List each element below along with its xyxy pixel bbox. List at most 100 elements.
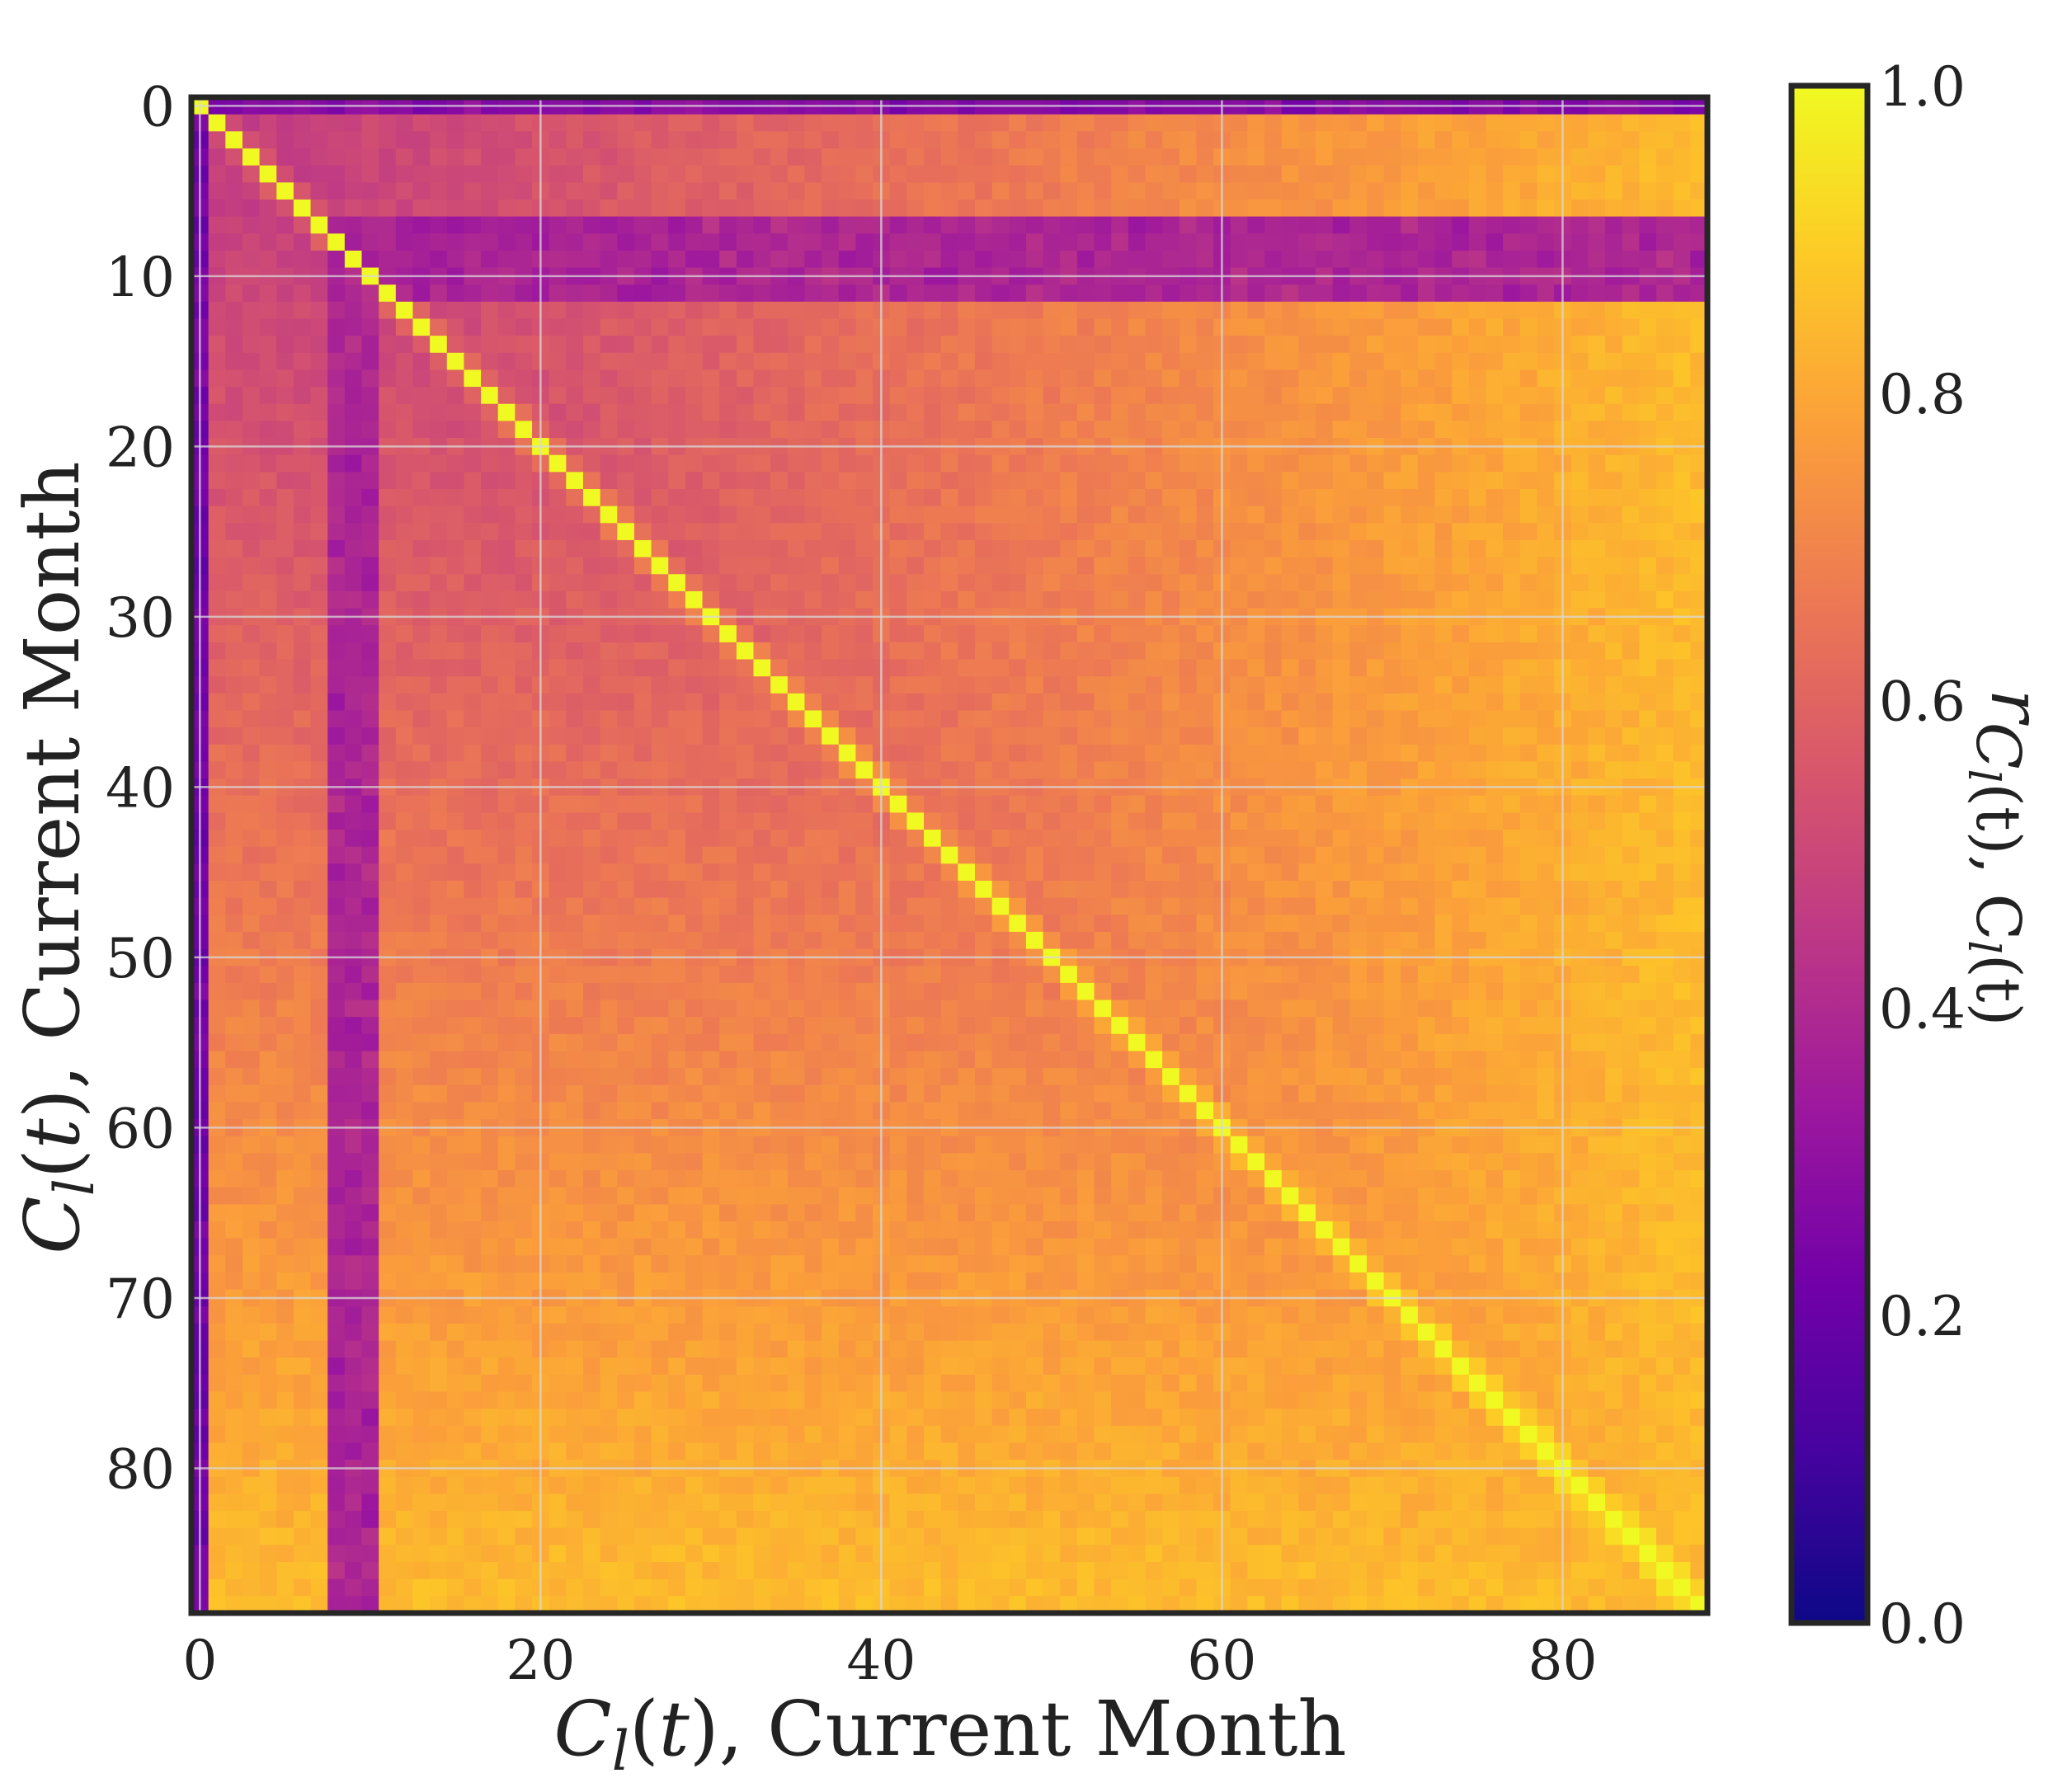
heatmap-cell <box>702 403 720 421</box>
heatmap-cell <box>1043 387 1061 405</box>
heatmap-cell <box>497 693 516 712</box>
heatmap-cell <box>1162 676 1180 694</box>
heatmap-cell <box>582 557 601 575</box>
heatmap-cell <box>1332 557 1350 575</box>
heatmap-cell <box>1401 642 1419 661</box>
heatmap-cell <box>1009 131 1027 149</box>
heatmap-cell <box>855 318 873 336</box>
heatmap-cell <box>464 812 482 830</box>
heatmap-cell <box>991 165 1010 183</box>
heatmap-cell <box>481 693 499 712</box>
heatmap-cell <box>1264 488 1283 507</box>
heatmap-cell <box>1468 846 1487 864</box>
heatmap-cell <box>1179 472 1198 490</box>
heatmap-cell <box>838 182 857 200</box>
heatmap-cell <box>1486 318 1504 336</box>
heatmap-cell <box>582 744 601 763</box>
heatmap-cell <box>464 352 482 371</box>
heatmap-cell <box>822 506 840 524</box>
heatmap-cell <box>481 557 499 575</box>
heatmap-cell <box>958 846 976 864</box>
heatmap-cell <box>1383 1017 1401 1035</box>
heatmap-cell <box>1128 199 1147 218</box>
heatmap-cell <box>1537 387 1555 405</box>
heatmap-cell <box>497 574 516 592</box>
heatmap-cell <box>822 982 840 1001</box>
heatmap-cell <box>1076 114 1095 132</box>
heatmap-cell <box>310 744 328 763</box>
heatmap-cell <box>702 557 720 575</box>
heatmap-cell <box>1298 999 1316 1018</box>
heatmap-cell <box>1332 182 1350 200</box>
heatmap-cell <box>770 318 789 336</box>
heatmap-cell <box>515 454 533 473</box>
heatmap-cell <box>1230 642 1248 661</box>
heatmap-cell <box>430 454 448 473</box>
heatmap-cell <box>822 421 840 439</box>
heatmap-cell <box>1588 830 1606 848</box>
heatmap-cell <box>685 114 704 132</box>
heatmap-cell <box>838 148 857 167</box>
heatmap-cell <box>787 659 806 677</box>
heatmap-cell <box>1401 148 1419 167</box>
heatmap-cell <box>208 148 226 167</box>
heatmap-cell <box>736 523 755 541</box>
heatmap-cell <box>430 915 448 933</box>
heatmap-cell <box>1179 897 1198 915</box>
heatmap-cell <box>822 659 840 677</box>
heatmap-cell <box>515 387 533 405</box>
heatmap-cell <box>1503 131 1521 149</box>
heatmap-cell <box>327 590 346 609</box>
heatmap-cell <box>208 897 226 915</box>
heatmap-cell <box>1281 318 1299 336</box>
heatmap-cell <box>464 233 482 252</box>
heatmap-cell <box>924 590 942 609</box>
heatmap-cell <box>685 148 704 167</box>
heatmap-cell <box>1383 966 1401 984</box>
heatmap-cell <box>549 1033 567 1052</box>
heatmap-cell <box>1468 761 1487 779</box>
heatmap-cell <box>1639 369 1657 388</box>
heatmap-cell <box>344 915 363 933</box>
heatmap-cell <box>1486 982 1504 1001</box>
heatmap-cell <box>1332 966 1350 984</box>
heatmap-cell <box>1247 352 1265 371</box>
heatmap-cell <box>1349 863 1368 882</box>
heatmap-cell <box>855 506 873 524</box>
heatmap-cell <box>1196 285 1214 303</box>
heatmap-cell <box>1519 403 1538 421</box>
heatmap-cell <box>924 846 942 864</box>
heatmap-cell <box>327 966 346 984</box>
heatmap-cell <box>1281 403 1299 421</box>
heatmap-cell <box>1332 1017 1350 1035</box>
heatmap-cell <box>582 897 601 915</box>
heatmap-cell <box>1656 966 1674 984</box>
heatmap-cell <box>1570 165 1589 183</box>
heatmap-cell <box>1570 999 1589 1018</box>
heatmap-cell <box>1570 318 1589 336</box>
heatmap-cell <box>582 387 601 405</box>
heatmap-cell <box>259 1033 277 1052</box>
heatmap-cell <box>327 982 346 1001</box>
heatmap-cell <box>753 216 771 234</box>
heatmap-cell <box>344 846 363 864</box>
heatmap-cell <box>430 982 448 1001</box>
heatmap-cell <box>1656 693 1674 712</box>
heatmap-cell <box>1247 880 1265 899</box>
heatmap-cell <box>1417 915 1436 933</box>
heatmap-cell <box>361 659 379 677</box>
heatmap-cell <box>1690 182 1708 200</box>
heatmap-cell <box>1128 1033 1147 1052</box>
heatmap-cell <box>1196 693 1214 712</box>
heatmap-cell <box>1401 625 1419 643</box>
heatmap-cell <box>1076 812 1095 830</box>
heatmap-cell <box>379 285 397 303</box>
heatmap-cell <box>974 472 993 490</box>
heatmap-cell <box>1468 795 1487 813</box>
heatmap-cell <box>1588 285 1606 303</box>
heatmap-cell <box>344 1051 363 1069</box>
heatmap-cell <box>1639 336 1657 354</box>
heatmap-cell <box>1076 403 1095 421</box>
heatmap-cell <box>719 590 737 609</box>
heatmap-cell <box>1316 1017 1334 1035</box>
